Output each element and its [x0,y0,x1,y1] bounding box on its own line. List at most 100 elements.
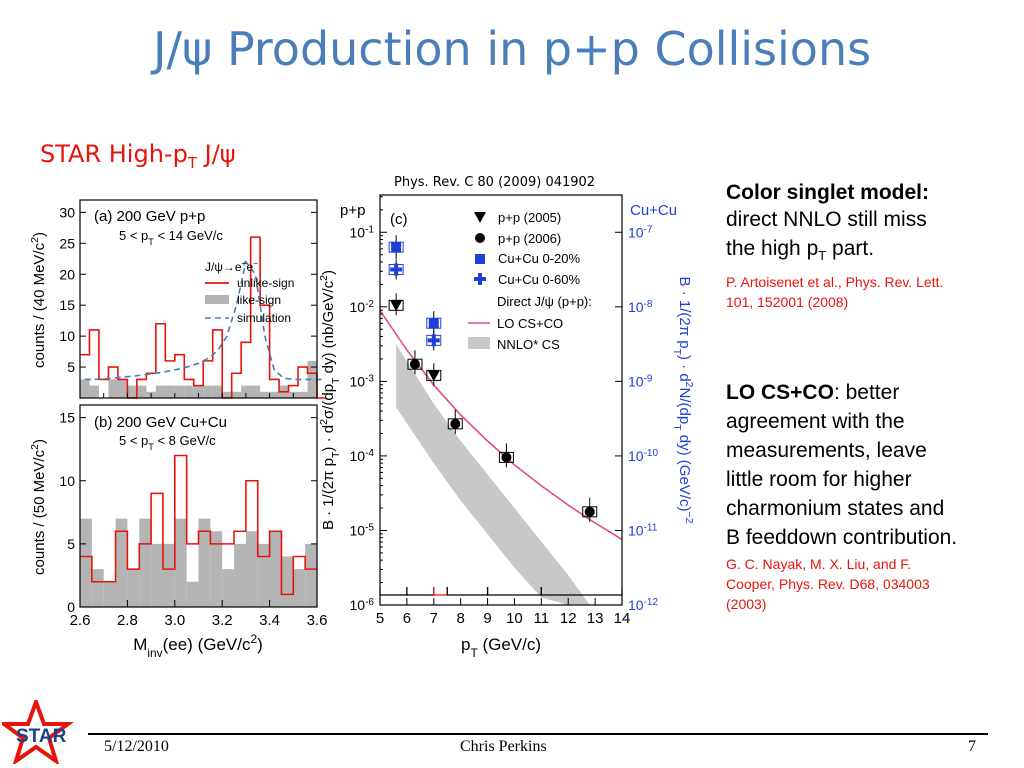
bin-bracket [379,587,408,596]
y-tick-label: 25 [59,235,75,251]
y-tick-label: 20 [59,266,75,282]
note-text-line: little room for higher [726,468,912,491]
like-sign-bar [198,518,211,607]
legend-label: LO CS+CO [497,316,563,331]
x-tick-label: 11 [534,610,550,627]
y-tick-label: 10-6 [350,597,375,614]
note-heading-lo-csco: LO CS+CO [726,381,834,404]
like-sign-bar [80,518,92,607]
bin-bracket [446,587,489,596]
subtitle-suffix: J/ψ [196,140,236,168]
panel-b-cut: 5 < pT < 8 GeV/c [119,433,216,452]
note-text-line: agreement with the [726,410,905,433]
note-reference-line: G. C. Nayak, M. X. Liu, and F. [726,556,912,572]
footer-page-number: 7 [968,738,976,755]
note-text-line: direct NNLO still miss [726,208,927,231]
legend-swatch-nnlo [468,337,490,349]
like-sign-bar [89,385,99,398]
like-sign-bar [281,556,294,607]
note-reference: G. C. Nayak, M. X. Liu, and F. Cooper, P… [726,554,1016,614]
y-right-tick-label: 10-8 [628,298,653,315]
x-axis-label: pT (GeV/c) [461,635,541,660]
note-text-line: charmonium states and [726,497,945,520]
panel-a-title: (a) 200 GeV p+p [94,208,205,225]
like-sign-bar [184,385,194,398]
corner-label-pp: p+p [340,202,365,219]
y-tick-label: 5 [67,359,75,375]
like-sign-bar [174,385,185,398]
note-reference-line: 101, 152001 (2008) [726,294,849,311]
pp2005-point [390,300,403,312]
x-tick-label: 2.8 [117,612,138,629]
legend-label: like-sign [237,293,281,307]
like-sign-bar [162,543,175,607]
x-tick-label: 10 [506,610,523,627]
legend-title: J/ψ→e+e− [205,258,258,274]
subtitle-subscript: T [187,153,197,172]
cucu-060-point [390,263,403,276]
unlike-sign-histogram [80,454,317,596]
note-reference-line: P. Artoisenet et al., Phys. Rev. Lett. [726,274,944,291]
note-reference-line: Cooper, Phys. Rev. D68, 034003 [726,576,930,592]
y-tick-label: 15 [59,410,75,426]
y-tick-label: 10 [59,473,75,489]
note-text-line: LO CS+CO: better [726,378,1016,407]
y-tick-label: 10 [59,328,75,344]
like-sign-bar [234,543,246,607]
like-sign-bar [231,391,242,398]
subtitle: STAR High-pT J/ψ [40,140,236,172]
like-sign-bar [139,518,152,607]
legend-group-label: Direct J/ψ (p+p): [497,294,592,309]
legend-label: unlike-sign [237,276,294,290]
y-tick-label: 15 [59,297,75,313]
y-axis-label: B · 1/(2π pT) · d2σ/(dpT dy) (nb/GeV/c2) [318,270,342,530]
like-sign-bar [91,569,104,607]
note-text-line: the high pT part. [726,234,1016,270]
note-lo-csco: LO CS+CO: better agreement with the meas… [726,378,1016,614]
like-sign-bar [115,518,128,607]
star-logo: STAR [2,700,75,764]
like-sign-bar [305,543,317,607]
x-tick-label: 14 [614,610,631,627]
y-tick-label: 10-4 [350,447,375,464]
like-sign-bar [222,391,232,398]
legend-swatch-like [205,295,229,304]
simulation-curve [84,260,322,381]
like-sign-bar [210,531,223,607]
star-logo-text: STAR [16,726,67,747]
x-tick-label: 12 [560,610,577,627]
pp2005-point [427,370,440,382]
like-sign-bar [241,385,251,398]
like-sign-bar [269,531,282,607]
nnlo-band [396,344,590,605]
y-tick-label: 5 [67,536,75,552]
panel-b-frame [79,404,318,608]
like-sign-bar [212,385,223,398]
cucu-060-point [427,334,440,347]
lo-csco-curve [379,310,623,541]
page-title: J/ψ Production in p+p Collisions [152,22,872,76]
like-sign-bar [80,379,90,398]
legend-marker-cucu060 [474,273,486,285]
pp2006-point [450,418,461,429]
legend-label: p+p (2006) [498,231,561,246]
panel-c: 5 6 7 8 9 10 11 12 13 1410-610-510-410-310-210-11… [318,194,695,660]
x-tick-label: 7 [430,610,438,627]
figure-reference: Phys. Rev. C 80 (2009) 041902 [394,175,596,190]
corner-label-cucu: Cu+Cu [630,202,677,219]
y-tick-label: 10-1 [350,224,375,241]
note-text-line: B feeddown contribution. [726,526,958,549]
x-tick-label: 6 [403,610,411,627]
star-logo-icon [2,700,75,764]
unlike-sign-histogram [80,236,327,399]
bin-bracket [540,587,623,596]
bin-bracket [433,587,448,596]
note-color-singlet: Color singlet model: direct NNLO still m… [726,181,1016,312]
like-sign-bar [203,385,213,398]
subtitle-prefix: STAR High-p [40,140,188,168]
bin-bracket [406,587,435,596]
x-tick-label: 3.4 [259,612,280,629]
like-sign-bar [174,518,187,607]
x-tick-label: 2.6 [70,612,91,629]
legend-label: NNLO* CS [497,337,560,352]
